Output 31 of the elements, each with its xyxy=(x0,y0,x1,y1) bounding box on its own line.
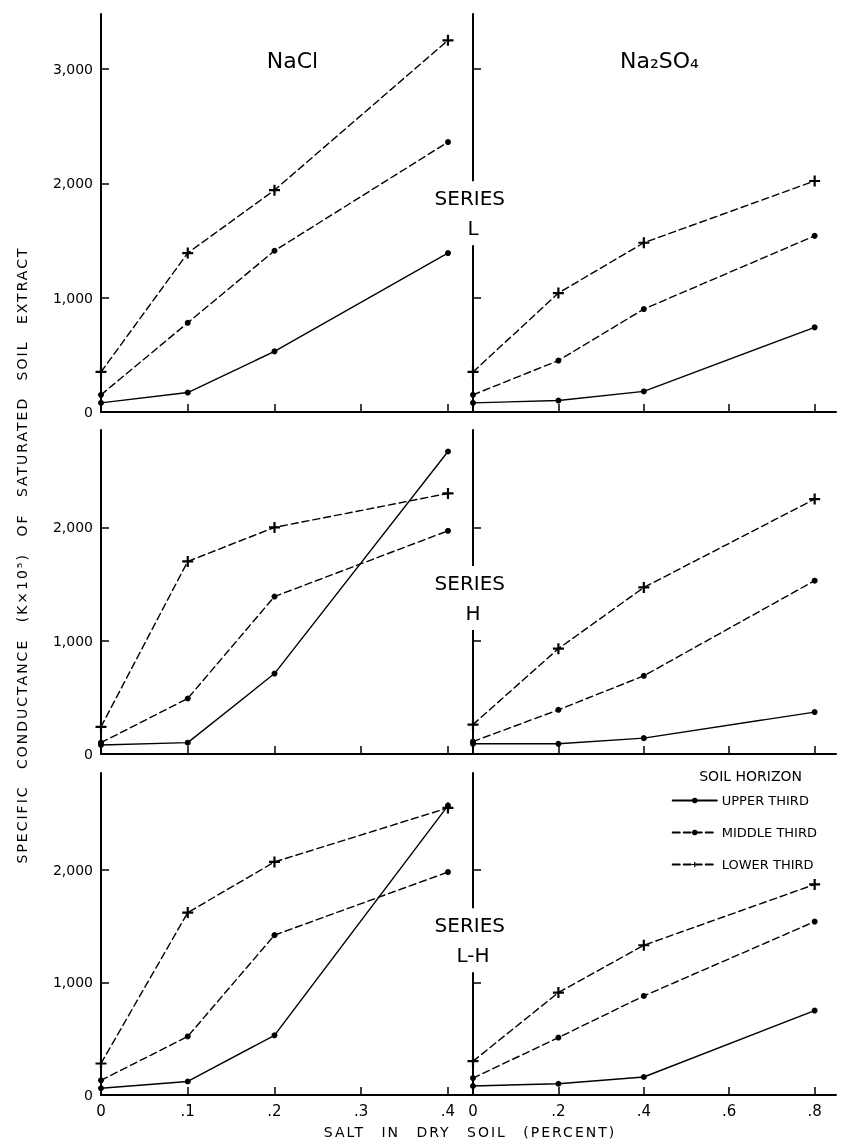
y-tick-label: 0 xyxy=(84,404,93,420)
y-tick-label: 1,000 xyxy=(52,974,93,991)
x-tick-label: .1 xyxy=(180,1101,195,1120)
legend-label: MIDDLE THIRD xyxy=(721,825,818,840)
y-tick-label: 3,000 xyxy=(52,60,93,77)
x-tick-label: 0 xyxy=(468,1101,478,1120)
x-tick-label: .6 xyxy=(722,1101,737,1120)
legend-label: LOWER THIRD xyxy=(721,857,814,872)
annotation: SERIES L xyxy=(434,186,512,241)
x-tick-label: 0 xyxy=(96,1101,106,1120)
text: Na₂SO₄ xyxy=(620,47,700,73)
y-tick-label: 2,000 xyxy=(52,175,93,192)
x-tick-label: .4 xyxy=(636,1101,651,1120)
y-tick-label: 0 xyxy=(84,1087,93,1103)
x-tick-label: .3 xyxy=(354,1101,369,1120)
y-axis-title: SPECIFIC CONDUCTANCE (K×10⁵) OF SATURATED SOIL EXTRACT xyxy=(14,246,30,864)
x-tick-label: .2 xyxy=(267,1101,282,1120)
y-tick-label: 2,000 xyxy=(52,861,93,878)
text: NaCl xyxy=(266,47,319,73)
x-axis-title: SALT IN DRY SOIL (PERCENT) xyxy=(323,1124,617,1140)
annotation: SERIES H xyxy=(434,571,512,626)
x-tick-label: .2 xyxy=(551,1101,566,1120)
y-tick-label: 1,000 xyxy=(52,632,93,649)
x-tick-label: .8 xyxy=(807,1101,822,1120)
legend-label: UPPER THIRD xyxy=(721,793,809,808)
y-tick-label: 0 xyxy=(84,746,93,762)
legend-title: SOIL HORIZON xyxy=(699,768,803,784)
y-tick-label: 2,000 xyxy=(52,519,93,536)
y-tick-label: 1,000 xyxy=(52,289,93,306)
x-tick-label: .4 xyxy=(440,1101,456,1120)
annotation: SERIES L-H xyxy=(434,913,512,968)
